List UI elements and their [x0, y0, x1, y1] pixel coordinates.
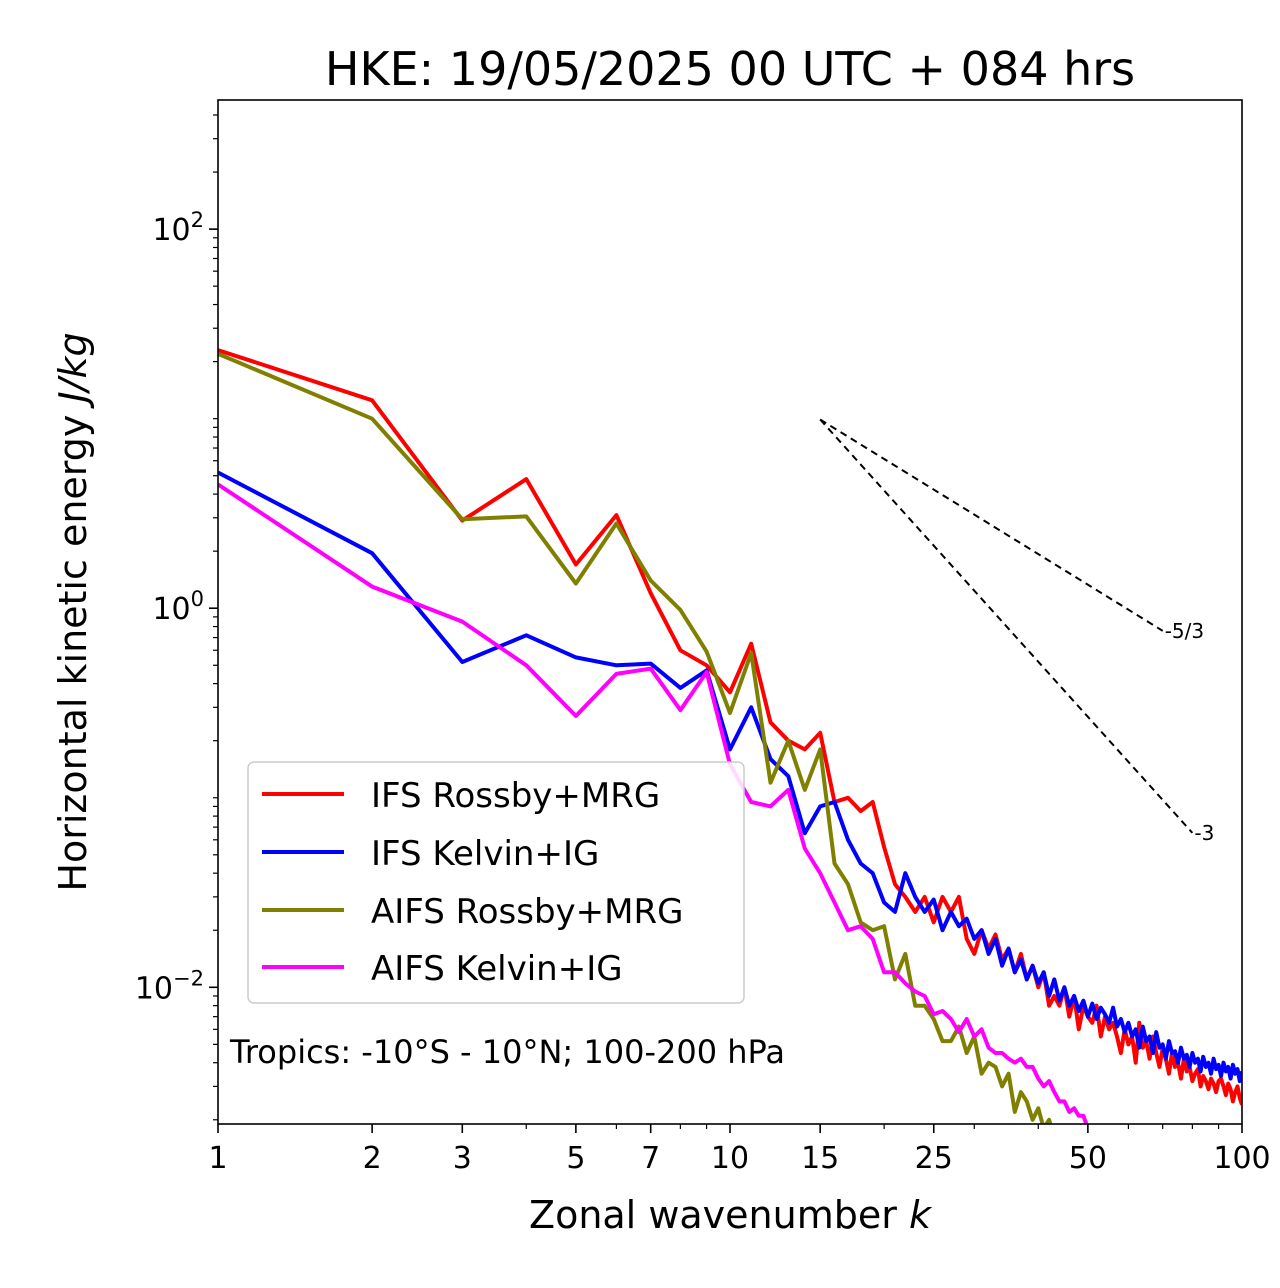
- legend-label-aifs-rossby: AIFS Rossby+MRG: [371, 892, 683, 932]
- y-axis-ticks: 10−2 100 102: [135, 114, 218, 1121]
- x-tick-label: 7: [641, 1141, 660, 1176]
- series-line-ifs-kelvin-ig: [218, 470, 1242, 1084]
- chart-title: HKE: 19/05/2025 00 UTC + 084 hrs: [325, 42, 1135, 96]
- x-tick-label: 10: [711, 1141, 749, 1176]
- x-axis-ticks: 1 2 3 5 7 10 15 25 50 100: [208, 1124, 1271, 1176]
- x-tick-label: 3: [453, 1141, 472, 1176]
- y-tick-label: 100: [152, 587, 204, 627]
- legend-frame: [247, 761, 745, 1004]
- legend-label-ifs-kelvin: IFS Kelvin+IG: [371, 834, 599, 874]
- legend-label-ifs-rossby: IFS Rossby+MRG: [371, 776, 660, 816]
- x-tick-label: 50: [1069, 1141, 1107, 1176]
- x-tick-label: 100: [1213, 1141, 1270, 1176]
- x-axis-label: Zonal wavenumber k: [529, 1193, 933, 1237]
- slope-line-3: [819, 418, 1194, 834]
- y-axis-label: Horizontal kinetic energy J/kg: [51, 332, 95, 891]
- y-tick-label: 10−2: [135, 966, 204, 1006]
- legend: IFS Rossby+MRG IFS Kelvin+IG AIFS Rossby…: [247, 761, 745, 1004]
- x-tick-label: 1: [208, 1141, 227, 1176]
- slope-line-5-3: [819, 418, 1164, 632]
- series-line-ifs-rossby-mrg: [218, 348, 1242, 1106]
- slope-label-3: -3: [1194, 821, 1214, 845]
- region-annotation: Tropics: -10°S - 10°N; 100-200 hPa: [229, 1033, 785, 1071]
- slope-label-5-3: -5/3: [1165, 619, 1204, 643]
- x-tick-label: 15: [801, 1141, 839, 1176]
- x-tick-label: 25: [915, 1141, 953, 1176]
- x-tick-label: 2: [363, 1141, 382, 1176]
- series-line-aifs-rossby-mrg: [218, 351, 1053, 1124]
- y-tick-label: 102: [152, 208, 204, 248]
- x-tick-label: 5: [566, 1141, 585, 1176]
- legend-label-aifs-kelvin: AIFS Kelvin+IG: [371, 949, 623, 989]
- reference-slopes: -5/3 -3: [819, 418, 1214, 845]
